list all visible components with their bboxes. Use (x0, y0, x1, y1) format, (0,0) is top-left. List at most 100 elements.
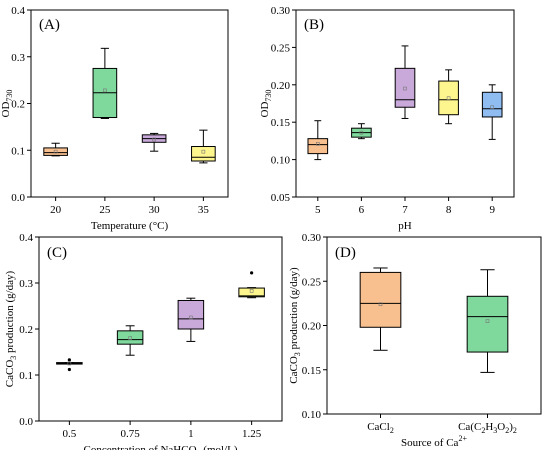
box-mean-marker (67, 361, 72, 366)
y-axis-label: CaCO3 production (g/day) (4, 270, 18, 387)
x-axis-label-part: Concentration of NaHCO (84, 444, 197, 450)
panel-label: (D) (335, 245, 356, 261)
y-tick-label: 0.05 (271, 192, 291, 204)
x-tick-label: 1 (188, 428, 194, 440)
plot-frame (326, 236, 542, 415)
y-tick-label: 0.15 (271, 117, 291, 129)
y-tick-label: 0.20 (271, 80, 291, 92)
box-mean-marker (378, 302, 383, 307)
box-iqr (116, 330, 144, 345)
y-tick-label: 0.3 (11, 52, 25, 64)
box-iqr (438, 80, 459, 116)
y-tick-label: 0.25 (271, 42, 291, 54)
y-tick-label: 0.30 (302, 232, 322, 244)
outlier-point (67, 358, 71, 362)
y-tick-label: 0.1 (19, 370, 33, 382)
y-axis-label-part: CaCO (288, 356, 300, 384)
box-iqr (466, 295, 509, 353)
x-axis-label: Concentration of NaHCO3 (mol/L) (84, 444, 238, 450)
y-tick-label: 0.15 (302, 365, 322, 377)
y-tick-label: 0.30 (271, 5, 291, 17)
chart-panel: 0.0 0.1 0.2 0.3 0.4 20 25 30 35 (A) Temperature (°… (0, 5, 229, 232)
x-tick-label: 20 (50, 204, 62, 216)
box-mean-marker (128, 336, 132, 341)
x-tick-label: 0.75 (121, 428, 141, 440)
box-mean-marker (490, 105, 495, 110)
box-mean-marker (189, 315, 193, 320)
box-iqr (43, 147, 68, 156)
y-tick-label: 0.10 (271, 155, 291, 167)
x-tick-label: CaCl2 (367, 421, 394, 435)
x-tick-label: 35 (198, 204, 210, 216)
x-tick-label: 8 (446, 204, 452, 216)
box-mean-marker (485, 319, 490, 323)
y-axis-label-part: production (g/day) (4, 270, 16, 355)
panel-label: (C) (47, 245, 67, 261)
y-axis-label-part: CaCO (4, 360, 16, 388)
plot-frame (30, 9, 229, 198)
y-axis-label-sub: 730 (264, 90, 273, 102)
y-tick-label: 0.1 (11, 145, 25, 157)
x-tick-label-part: Ca(C (458, 421, 481, 433)
y-axis-label-sub: 730 (5, 90, 14, 102)
chart-panel: 0.0 0.1 0.2 0.3 0.4 0.5 0.75 1 1.25 (C) Concentrat… (4, 232, 283, 450)
y-tick-label: 0.25 (302, 276, 322, 288)
x-tick-label-part: 2 (390, 426, 394, 435)
chart-panel: 0.05 0.10 0.15 0.20 0.25 0.30 5 6 7 8 9 (B) pH OD730 (259, 5, 515, 232)
box-mean-marker (103, 88, 107, 93)
y-axis-label-part: 3 (9, 356, 18, 360)
y-axis-label-text: OD (259, 102, 271, 118)
y-axis-label-part: production (g/day) (288, 267, 300, 352)
outlier-point (250, 271, 254, 275)
x-tick-label-part: 2 (505, 426, 509, 435)
box-iqr (481, 91, 503, 118)
y-axis-label: OD730 (0, 90, 14, 118)
x-tick-label: 30 (149, 204, 161, 216)
plot-frame (38, 236, 283, 422)
x-tick-label: 1.25 (242, 428, 262, 440)
y-axis-label-text: OD (0, 102, 12, 118)
box-iqr (359, 271, 402, 328)
x-tick-label: 6 (359, 204, 365, 216)
y-axis-label-part: 3 (293, 352, 302, 356)
y-axis-label: CaCO3 production (g/day) (288, 267, 302, 384)
box-iqr (191, 146, 216, 162)
x-tick-label-part: 2 (513, 426, 517, 435)
x-tick-label: 0.5 (63, 428, 77, 440)
box-mean-marker (53, 149, 58, 154)
box-iqr (394, 67, 416, 108)
x-tick-label: 7 (402, 204, 408, 216)
x-axis-label: Source of Ca2+ (401, 434, 467, 449)
box-mean-marker (201, 149, 206, 154)
x-tick-label: 25 (99, 204, 111, 216)
x-tick-label-part: ) (509, 421, 513, 433)
x-tick-label: Ca(C2H3O2)2 (458, 421, 517, 435)
x-axis-label-text: pH (398, 220, 412, 232)
y-tick-label: 0.3 (19, 278, 33, 290)
x-tick-label-part: 3 (493, 426, 497, 435)
x-axis-label: Temperature (°C) (91, 220, 169, 232)
x-tick-label-part: O (497, 421, 505, 433)
x-axis-label: pH (398, 220, 412, 232)
box-mean-marker (152, 137, 156, 142)
y-tick-label: 0.0 (11, 192, 25, 204)
x-tick-label-part: 2 (481, 426, 485, 435)
panel-label: (A) (39, 17, 60, 33)
box-mean-marker (249, 289, 254, 293)
box-mean-marker (446, 96, 451, 101)
box-mean-marker (315, 142, 320, 146)
x-axis-label-sup: 2+ (458, 434, 467, 443)
x-tick-label-part: H (485, 421, 493, 433)
y-tick-label: 0.2 (19, 324, 33, 336)
panel-label: (B) (304, 17, 324, 33)
outlier-point (67, 367, 71, 372)
y-axis-label: OD730 (259, 90, 273, 118)
x-axis-label-text: Temperature (°C) (91, 220, 169, 232)
x-axis-label-text: Source of Ca (401, 437, 459, 449)
x-tick-label: 9 (489, 204, 495, 216)
x-tick-label-part: CaCl (367, 421, 390, 433)
box-iqr (177, 299, 205, 330)
box-mean-marker (359, 130, 364, 135)
